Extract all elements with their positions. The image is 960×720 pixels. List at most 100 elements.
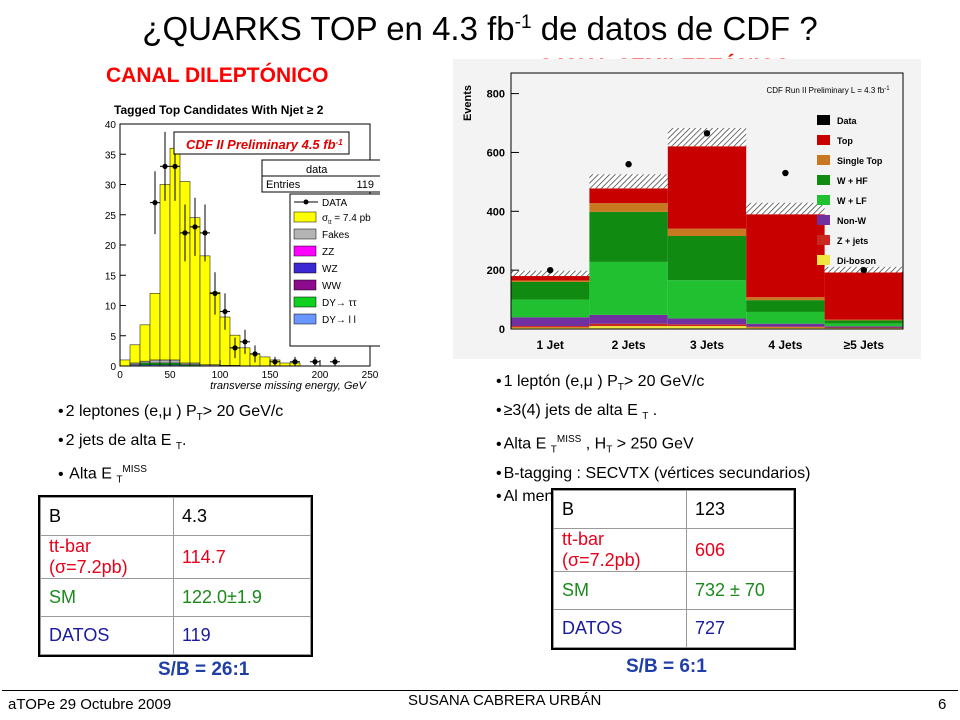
histogram-bar bbox=[139, 360, 151, 364]
stacked-bar-segment bbox=[667, 318, 747, 325]
y-tick-label: 25 bbox=[105, 211, 117, 222]
legend-label: Data bbox=[837, 116, 858, 126]
y-tick-label: 600 bbox=[487, 147, 505, 159]
semilepton-jet-multiplicity-plot: 0 200 400 600 800 1 Jet 2 Jets 3 Jets 4 Jets ≥5 J… bbox=[453, 59, 921, 359]
row-label: SM bbox=[553, 571, 687, 610]
data-point bbox=[252, 351, 258, 357]
row-value: 4.3 bbox=[173, 497, 311, 536]
y-tick-label: 20 bbox=[105, 241, 117, 252]
x-category-label: ≥5 Jets bbox=[843, 338, 884, 352]
uncertainty-band bbox=[667, 127, 747, 147]
histogram-bar bbox=[189, 362, 201, 366]
data-point bbox=[272, 359, 278, 365]
x-tick-label: 100 bbox=[212, 370, 229, 381]
data-point bbox=[547, 266, 554, 274]
stacked-bar-segment bbox=[589, 261, 668, 315]
preliminary-label: CDF II Preliminary 4.5 fb-1 bbox=[186, 137, 343, 152]
stacked-bar-segment bbox=[511, 326, 590, 328]
legend-swatch bbox=[293, 262, 317, 274]
plot-title: CDF Run II Preliminary L = 4.3 fb-1 bbox=[766, 86, 890, 95]
data-point bbox=[182, 230, 188, 236]
legend-swatch bbox=[293, 296, 317, 308]
table-row: SM 732 ± 70 bbox=[553, 571, 794, 610]
stat-box-name: data bbox=[306, 164, 328, 176]
legend-swatch bbox=[293, 279, 317, 291]
row-value: 732 ± 70 bbox=[686, 571, 794, 610]
histogram-bar bbox=[119, 359, 131, 367]
stacked-bar-segment bbox=[746, 311, 825, 324]
histogram-bar bbox=[179, 362, 191, 366]
legend-label: σtt = 7.4 pb bbox=[322, 213, 371, 226]
table-row: DATOS 119 bbox=[40, 616, 311, 655]
semilepton-results-table: B 123 tt-bar (σ=7.2pb) 606 SM 732 ± 70 DATOS 72… bbox=[553, 490, 794, 648]
data-point bbox=[625, 161, 632, 168]
stacked-bar-segment bbox=[824, 319, 903, 321]
stacked-bar-segment bbox=[667, 146, 747, 229]
row-value: 727 bbox=[686, 609, 794, 648]
y-tick-label: 40 bbox=[105, 120, 117, 131]
row-label: DATOS bbox=[40, 616, 174, 655]
dilepton-results-table: B 4.3 tt-bar (σ=7.2pb) 114.7 SM 122.0±1.9 DATO… bbox=[40, 497, 311, 655]
legend-swatch bbox=[817, 115, 830, 125]
stat-box-entries-label: Entries bbox=[266, 179, 301, 191]
stacked-bar-segment bbox=[746, 326, 825, 328]
x-tick-label: 150 bbox=[262, 370, 279, 381]
stacked-bar-segment bbox=[824, 327, 903, 329]
data-point bbox=[152, 200, 158, 206]
stacked-bar-segment bbox=[589, 211, 668, 262]
stacked-bar-segment bbox=[824, 320, 903, 324]
histogram-bar bbox=[259, 356, 271, 367]
data-point bbox=[860, 266, 867, 274]
histogram-bar bbox=[149, 359, 161, 364]
x-category-label: 2 Jets bbox=[612, 338, 646, 352]
stacked-bar-segment bbox=[511, 281, 590, 300]
uncertainty-band bbox=[589, 174, 668, 189]
stat-box-entries-value: 119 bbox=[356, 179, 374, 191]
histogram-bar bbox=[169, 359, 181, 364]
legend-label: DY→ l l bbox=[322, 315, 356, 326]
stacked-legend: Data Top Single Top W + HF W + LF Non-W Z + je… bbox=[817, 115, 883, 266]
uncertainty-band bbox=[746, 202, 825, 215]
x-category-label: 4 Jets bbox=[768, 338, 802, 352]
x-tick-label: 200 bbox=[312, 370, 329, 381]
table-row: B 4.3 bbox=[40, 497, 311, 536]
stacked-bar-segment bbox=[746, 297, 825, 301]
footer-divider bbox=[2, 690, 958, 691]
stacked-bar-segment bbox=[746, 323, 825, 327]
selection-bullet: 2 jets de alta E T. bbox=[58, 429, 283, 458]
semilepton-results-table-frame: B 123 tt-bar (σ=7.2pb) 606 SM 732 ± 70 DATOS 72… bbox=[551, 488, 796, 650]
data-point bbox=[192, 224, 198, 230]
legend-label: Z + jets bbox=[837, 236, 868, 246]
stacked-bar-segment bbox=[824, 323, 903, 327]
legend-label: W + HF bbox=[837, 176, 868, 186]
footer-event: aTOPe 29 Octubre 2009 bbox=[8, 696, 172, 713]
selection-bullet: 1 leptón (e,μ ) PT> 20 GeV/c bbox=[496, 370, 810, 399]
stacked-bar-segment bbox=[589, 314, 668, 324]
data-point bbox=[172, 163, 178, 169]
histogram-bar bbox=[199, 255, 211, 366]
table-row: SM 122.0±1.9 bbox=[40, 578, 311, 617]
slide-title: ¿QUARKS TOP en 4.3 fb-1 de datos de CDF … bbox=[142, 10, 818, 47]
y-tick-label: 35 bbox=[105, 150, 117, 161]
legend-label: DATA bbox=[322, 198, 348, 209]
stacked-bar-segment bbox=[667, 326, 747, 329]
uncertainty-band bbox=[511, 270, 590, 277]
legend-swatch bbox=[817, 175, 830, 185]
legend-label: W + LF bbox=[837, 196, 867, 206]
x-category-label: 3 Jets bbox=[690, 338, 724, 352]
histogram-bar bbox=[149, 293, 161, 361]
legend-swatch bbox=[293, 228, 317, 240]
semilepton-signal-background-ratio: S/B = 6:1 bbox=[626, 656, 707, 677]
y-tick-label: 0 bbox=[110, 362, 116, 373]
legend-label: Fakes bbox=[322, 230, 349, 241]
data-point bbox=[332, 359, 338, 365]
row-label: B bbox=[40, 497, 174, 536]
stacked-bar-segment bbox=[589, 326, 668, 329]
plot-frame bbox=[510, 72, 904, 330]
row-label: SM bbox=[40, 578, 174, 617]
data-point bbox=[212, 290, 218, 296]
histogram-bar bbox=[149, 362, 161, 366]
data-point bbox=[703, 130, 711, 137]
row-label: tt-bar (σ=7.2pb) bbox=[553, 528, 687, 572]
histogram-bar bbox=[129, 362, 141, 366]
